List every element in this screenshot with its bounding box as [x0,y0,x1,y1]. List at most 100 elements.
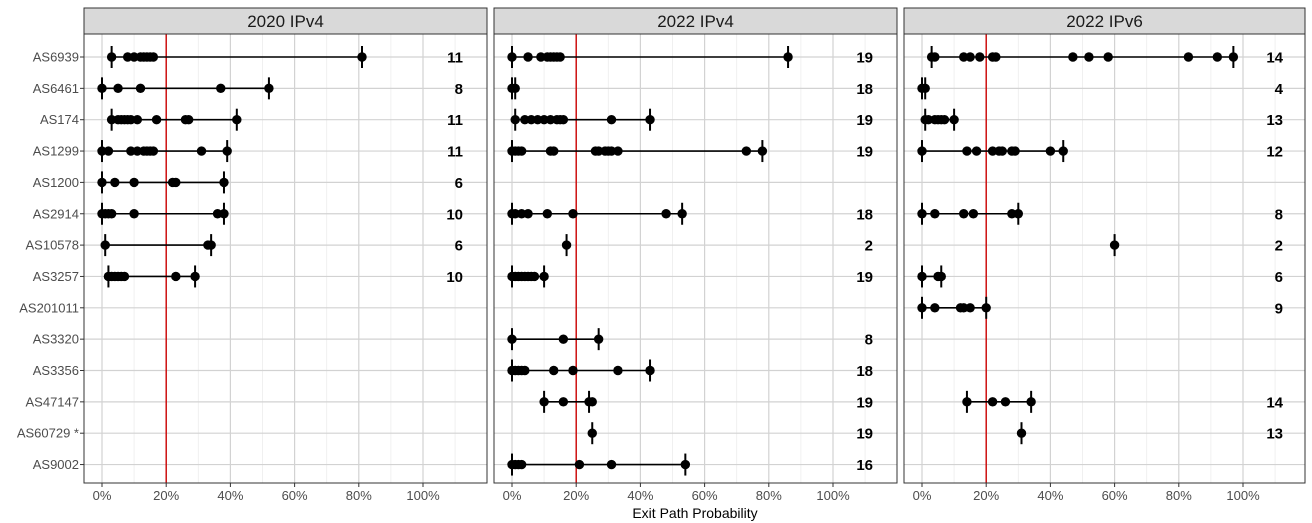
data-row: 19 [587,422,873,445]
data-row: 6 [917,265,1283,288]
data-point [148,52,159,62]
data-point [1084,52,1094,62]
count-label: 4 [1275,81,1284,98]
data-point [991,52,1001,62]
data-row: 6 [97,171,463,194]
data-point [1109,240,1120,250]
data-point [1016,428,1027,438]
data-point [516,146,527,156]
data-row: 19 [507,140,873,163]
y-tick-label: AS9002 [33,457,79,472]
count-label: 18 [856,363,873,380]
data-row: 19 [539,390,873,413]
data-row: 11 [106,108,463,131]
data-point [523,209,533,219]
data-point [917,209,927,219]
data-point [920,83,930,94]
count-label: 13 [1266,426,1283,443]
data-point [219,177,229,188]
data-point [680,459,691,470]
data-point [930,303,940,313]
data-point [677,209,687,219]
data-point [510,83,520,94]
data-row: 18 [507,77,873,100]
data-point [97,177,107,188]
data-point [645,365,655,376]
data-point [613,365,623,376]
count-label: 6 [455,238,463,255]
data-point [151,115,162,125]
data-point [574,459,585,470]
data-point [917,271,927,282]
count-label: 14 [1266,50,1283,67]
data-row: 13 [1016,422,1283,445]
panel-title: 2020 IPv4 [247,12,324,31]
data-point [975,52,985,62]
x-tick-label: 40% [1037,488,1063,503]
count-label: 8 [455,81,463,98]
panel-title: 2022 IPv4 [657,12,734,31]
data-point [549,146,559,156]
data-point [97,83,107,94]
panel-strip [493,7,898,35]
count-label: 19 [856,426,873,443]
data-point [568,209,578,219]
x-tick-label: 20% [563,488,589,503]
data-point [613,146,623,156]
data-point [1045,146,1056,156]
data-point [917,146,927,156]
panel-background [84,34,487,483]
count-label: 19 [856,144,873,161]
y-tick-label: AS201011 [19,300,79,315]
data-point [981,303,991,313]
data-point [606,459,617,470]
count-label: 11 [447,50,463,67]
data-point [561,240,572,250]
data-point [1228,52,1239,62]
data-point [965,303,975,313]
data-point [148,146,159,156]
data-point [962,146,972,156]
x-tick-label: 40% [627,488,653,503]
panel-strip [903,7,1306,35]
data-point [1103,52,1113,62]
data-row: 4 [917,77,1284,100]
data-point [1000,397,1011,407]
count-label: 10 [446,269,463,286]
data-point [606,115,617,125]
data-point [930,52,940,62]
y-tick-label: AS174 [40,112,79,127]
data-point [523,52,533,62]
data-point [555,52,565,62]
data-point [132,115,143,125]
data-point [783,52,793,62]
data-point [965,52,975,62]
data-point [558,397,569,407]
data-point [100,240,110,250]
data-row: 11 [106,46,463,68]
data-row: 8 [917,202,1283,225]
x-tick-label: 20% [973,488,999,503]
data-point [357,52,367,62]
data-point [106,52,117,62]
data-point [936,271,946,282]
data-point [1183,52,1194,62]
data-point [971,146,982,156]
panel-border [83,33,488,484]
count-label: 18 [856,81,873,98]
count-label: 9 [1275,300,1283,317]
data-point [1068,52,1078,62]
data-point [757,146,768,156]
data-point [520,365,530,376]
data-row: 19 [510,108,873,131]
data-point [1212,52,1223,62]
data-point [110,177,120,188]
x-tick-label: 80% [346,488,372,503]
count-label: 11 [447,144,463,161]
data-row: 19 [507,265,873,288]
x-tick-label: 100% [406,488,440,503]
data-point [549,365,559,376]
count-label: 11 [447,112,463,129]
data-point [516,459,527,470]
